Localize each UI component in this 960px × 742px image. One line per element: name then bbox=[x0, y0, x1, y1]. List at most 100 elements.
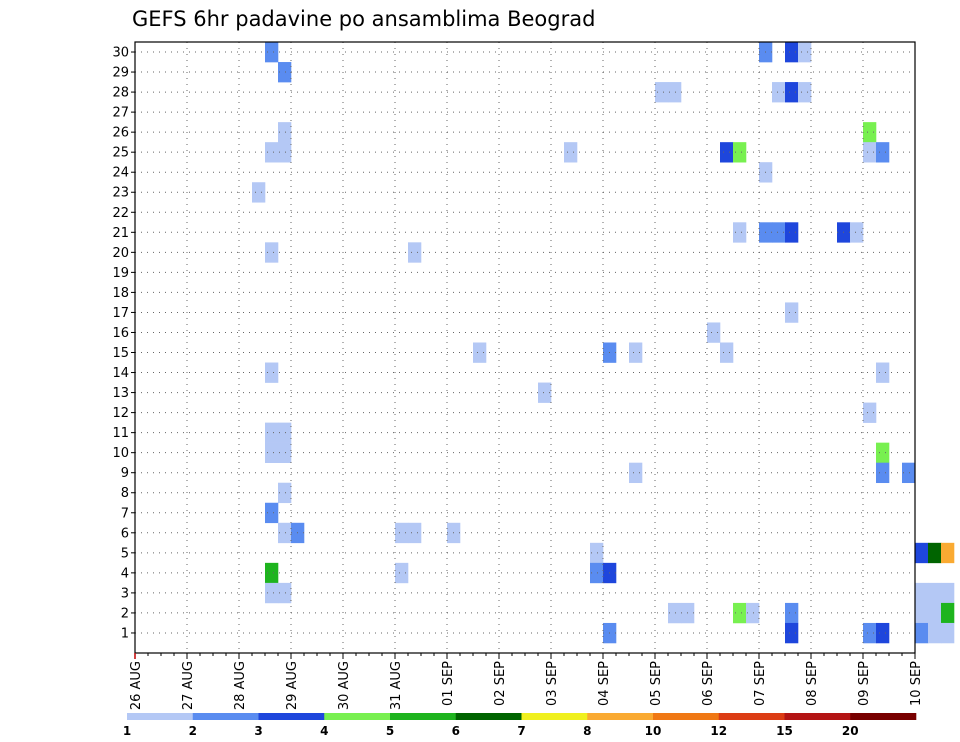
heatmap-cell bbox=[629, 342, 643, 363]
heatmap-cell bbox=[915, 582, 929, 604]
colorbar-label: 8 bbox=[583, 724, 591, 738]
colorbar-label: 1 bbox=[123, 724, 131, 738]
heatmap-cell bbox=[785, 82, 799, 103]
colorbar-swatch bbox=[192, 713, 259, 720]
heatmap-cell bbox=[928, 542, 942, 564]
heatmap-cell bbox=[876, 362, 890, 383]
heatmap-cell bbox=[395, 562, 409, 584]
heatmap-cell bbox=[278, 422, 292, 443]
heatmap-cell bbox=[265, 582, 279, 604]
heatmap-cell bbox=[798, 82, 812, 103]
heatmap-cell bbox=[265, 422, 279, 443]
x-axis: 26 AUG 27 AUG 28 AUG 29 AUG 30 AUG 31 AUG 01 S… bbox=[129, 653, 924, 710]
heatmap-cell bbox=[915, 602, 929, 624]
heatmap-cell bbox=[941, 622, 955, 644]
x-tick-label: 08 SEP bbox=[805, 661, 820, 706]
colorbar-swatch bbox=[324, 713, 391, 720]
y-tick-label: 2 bbox=[121, 606, 129, 621]
x-tick-label: 01 SEP bbox=[441, 661, 456, 706]
heatmap-cell bbox=[538, 382, 552, 403]
heatmap-cell bbox=[785, 302, 799, 323]
x-tick-label: 27 AUG bbox=[181, 661, 196, 710]
heatmap-cell bbox=[863, 122, 877, 143]
heatmap-cell bbox=[772, 82, 786, 103]
heatmap-cell bbox=[941, 582, 955, 604]
heatmap-cell bbox=[668, 82, 682, 103]
heatmap-cell bbox=[941, 602, 955, 624]
y-tick-label: 14 bbox=[112, 366, 129, 381]
colorbar-swatch bbox=[455, 713, 522, 720]
heatmap-cell bbox=[785, 622, 799, 644]
y-tick-label: 15 bbox=[112, 346, 129, 361]
heatmap-cell bbox=[278, 482, 292, 504]
heatmap-cell bbox=[473, 342, 487, 363]
heatmap-cell bbox=[707, 322, 721, 343]
y-tick-label: 13 bbox=[112, 386, 129, 401]
colorbar-label: 2 bbox=[189, 724, 197, 738]
y-tick-label: 3 bbox=[121, 586, 129, 601]
colorbar-label: 7 bbox=[517, 724, 525, 738]
y-axis: 1234567891011121314151617181920212223242… bbox=[112, 46, 135, 641]
heatmap-cell bbox=[785, 42, 799, 63]
y-tick-label: 12 bbox=[112, 406, 129, 421]
x-tick-label: 06 SEP bbox=[701, 661, 716, 706]
heatmap-cell bbox=[928, 622, 942, 644]
heatmap-cell bbox=[733, 142, 747, 163]
heatmap-cell bbox=[265, 362, 279, 383]
colorbar-swatch bbox=[718, 713, 785, 720]
y-tick-label: 27 bbox=[112, 106, 129, 121]
heatmap-cell bbox=[278, 582, 292, 604]
heatmap-cell bbox=[408, 242, 422, 263]
x-tick-label: 09 SEP bbox=[857, 661, 872, 706]
colorbar-swatch bbox=[127, 713, 194, 720]
colorbar: 1 2 3 4 5 6 7 8 10 12 15 20 bbox=[123, 713, 917, 738]
heatmap-cell bbox=[395, 522, 409, 544]
heatmap-cell bbox=[590, 542, 604, 564]
x-tick-label: 31 AUG bbox=[389, 661, 404, 710]
y-tick-label: 17 bbox=[112, 306, 129, 321]
y-tick-label: 10 bbox=[112, 446, 129, 461]
heatmap-cell bbox=[278, 442, 292, 463]
heatmap-cell bbox=[278, 122, 292, 143]
heatmap-cell bbox=[408, 522, 422, 544]
y-tick-label: 8 bbox=[121, 486, 129, 501]
y-tick-label: 5 bbox=[121, 546, 129, 561]
x-tick-label: 29 AUG bbox=[285, 661, 300, 710]
y-tick-label: 9 bbox=[121, 466, 129, 481]
y-tick-label: 25 bbox=[112, 146, 129, 161]
grid-lines bbox=[135, 42, 915, 653]
heatmap-cell bbox=[278, 142, 292, 163]
colorbar-label: 10 bbox=[645, 724, 662, 738]
heatmap-cell bbox=[590, 562, 604, 584]
y-tick-label: 30 bbox=[112, 46, 129, 61]
heatmap-cell bbox=[928, 582, 942, 604]
heatmap-cell bbox=[863, 142, 877, 163]
heatmap-cells bbox=[252, 42, 955, 644]
heatmap-cell bbox=[785, 602, 799, 624]
colorbar-label: 15 bbox=[776, 724, 793, 738]
heatmap-cell bbox=[798, 42, 812, 63]
colorbar-label: 4 bbox=[320, 724, 328, 738]
heatmap-cell bbox=[265, 142, 279, 163]
plot-frame bbox=[134, 41, 916, 654]
x-tick-label: 10 SEP bbox=[909, 661, 924, 706]
heatmap-cell bbox=[772, 222, 786, 243]
heatmap-cell bbox=[265, 502, 279, 524]
heatmap-cell bbox=[720, 142, 734, 163]
chart-title: GEFS 6hr padavine po ansamblima Beograd bbox=[132, 7, 595, 31]
colorbar-swatch bbox=[390, 713, 457, 720]
y-tick-label: 23 bbox=[112, 186, 129, 201]
colorbar-swatch bbox=[653, 713, 720, 720]
heatmap-cell bbox=[629, 462, 643, 484]
y-tick-label: 4 bbox=[121, 566, 129, 581]
y-tick-label: 24 bbox=[112, 166, 129, 181]
colorbar-label: 20 bbox=[842, 724, 859, 738]
colorbar-label: 5 bbox=[386, 724, 394, 738]
y-tick-label: 7 bbox=[121, 506, 129, 521]
heatmap-cell bbox=[252, 182, 266, 203]
y-tick-label: 16 bbox=[112, 326, 129, 341]
heatmap-cell bbox=[863, 402, 877, 423]
heatmap-cell bbox=[720, 342, 734, 363]
heatmap-cell bbox=[915, 622, 929, 644]
